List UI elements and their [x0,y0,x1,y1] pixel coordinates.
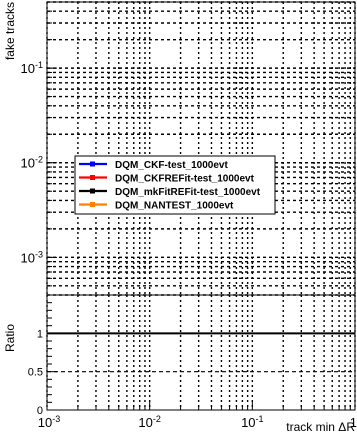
x-axis-title: track min ΔR [286,420,355,433]
x-tick-label: 10-2 [138,414,160,430]
y-tick-label: 10-3 [21,249,43,265]
bottom-pad-grid [46,295,356,410]
y-tick-label: 0 [37,405,43,417]
legend-entry-label: DQM_CKFREFit-test_1000evt [115,174,255,185]
y-axis-title-top: fake tracks [3,2,17,60]
y-tick-label: 0.5 [28,367,43,379]
x-tick-label: 10-3 [38,414,60,430]
top-pad-grid [46,1,356,296]
legend-box [74,155,276,215]
y-axis-title-ratio: Ratio [3,324,17,352]
y-tick-label: 10-1 [21,60,43,76]
bottom-pad-frame [46,294,356,411]
legend-marker [90,161,95,167]
x-tick-label: 1 [350,415,357,430]
y-tick-label: 10-2 [21,155,43,171]
legend-marker [90,188,95,194]
legend-entry-label: DQM_NANTEST_1000evt [115,201,234,212]
legend: DQM_CKF-test_1000evt DQM_CKFREFit-test_10… [74,155,276,215]
top-pad-frame [46,1,356,296]
y-tick-label: 1 [37,328,43,340]
legend-entry-label: DQM_CKF-test_1000evt [115,160,228,171]
legend-marker [90,175,95,180]
x-tick-label: 10-1 [241,414,263,430]
legend-marker [90,202,95,207]
legend-entry-label: DQM_mkFitREFit-test_1000evt [115,187,261,198]
